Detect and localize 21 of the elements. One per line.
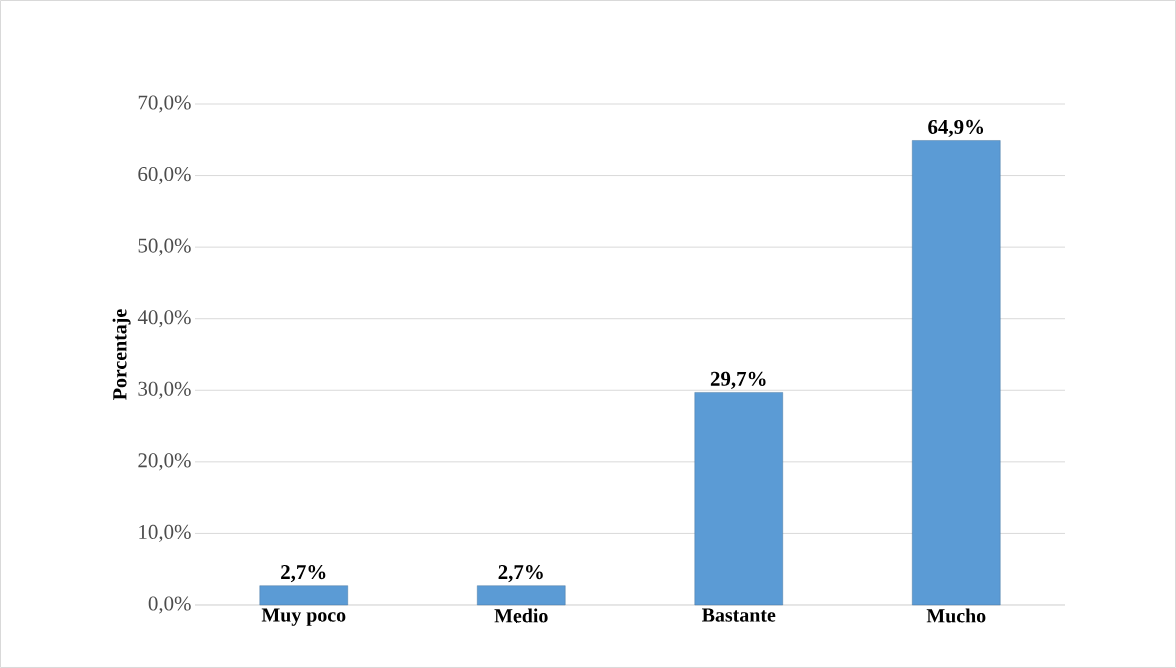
bar bbox=[694, 392, 783, 606]
y-tick-label: 30,0% bbox=[138, 381, 191, 399]
data-label: 29,7% bbox=[710, 371, 766, 389]
bar bbox=[912, 140, 1001, 606]
y-tick-label: 60,0% bbox=[138, 167, 191, 185]
y-tick-label: 40,0% bbox=[137, 310, 191, 328]
y-axis-title: Porcentaje bbox=[112, 309, 131, 400]
y-tick-label: 70,0% bbox=[138, 95, 191, 113]
bar bbox=[477, 585, 566, 606]
y-tick-label: 20,0% bbox=[138, 453, 191, 471]
y-tick-label: 50,0% bbox=[138, 238, 191, 256]
data-label: 2,7% bbox=[498, 565, 543, 583]
data-label: 2,7% bbox=[281, 565, 326, 583]
y-tick-label: 10,0% bbox=[139, 524, 191, 542]
x-tick-label: Medio bbox=[494, 608, 548, 623]
x-tick-label: Bastante bbox=[702, 608, 776, 622]
bar bbox=[259, 585, 348, 606]
y-tick-label: 0,0% bbox=[148, 596, 191, 614]
data-label: 64,9% bbox=[928, 119, 984, 137]
x-tick-label: Muy poco bbox=[261, 608, 346, 626]
x-tick-label: Mucho bbox=[926, 608, 986, 623]
